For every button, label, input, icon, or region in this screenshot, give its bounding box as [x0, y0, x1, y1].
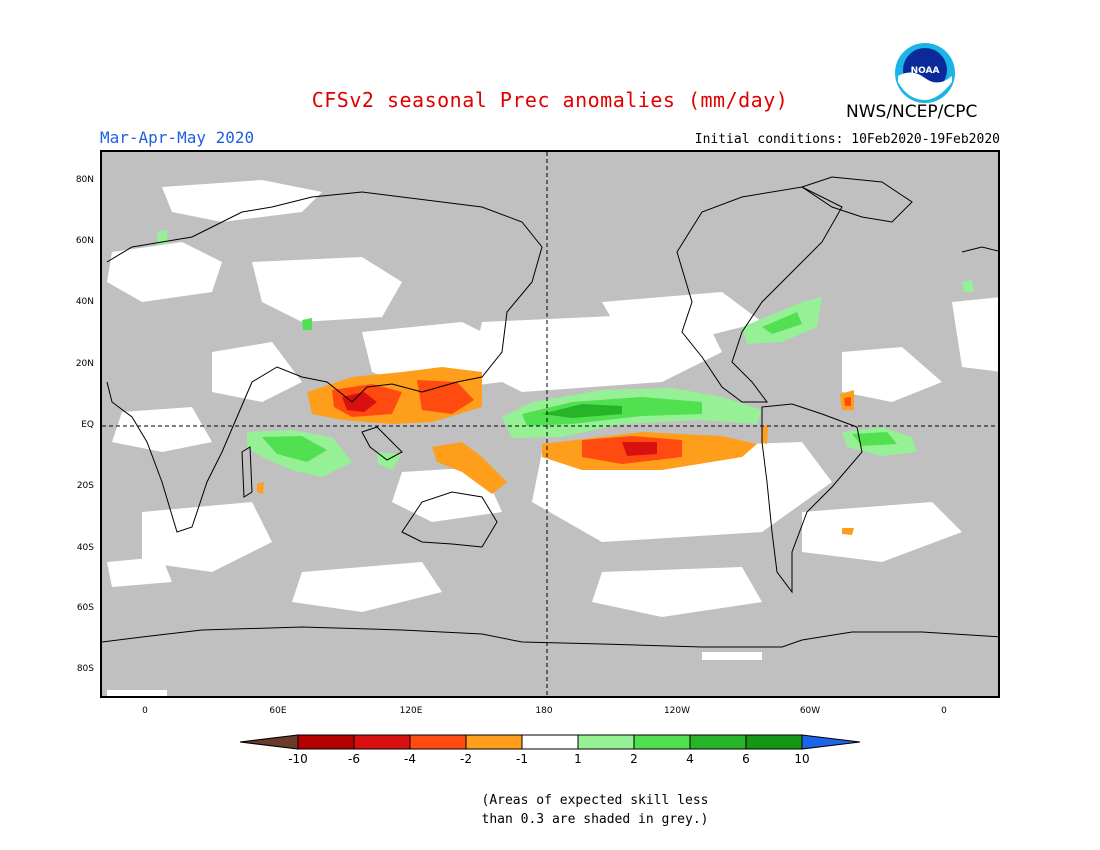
lat-tick: 80N: [75, 175, 94, 185]
lat-tick: 40N: [75, 297, 94, 307]
colorbar-label: -4: [404, 752, 416, 766]
colorbar-label: 1: [574, 752, 582, 766]
lon-tick: 0: [941, 706, 947, 716]
neutral-regions: [107, 180, 998, 696]
colorbar-label: 2: [630, 752, 638, 766]
lat-tick: 80S: [76, 664, 94, 674]
map-title: CFSv2 seasonal Prec anomalies (mm/day): [311, 88, 789, 112]
colorbar-swatch: [353, 734, 411, 750]
coastlines: [102, 176, 998, 648]
lat-tick: 20S: [76, 481, 94, 491]
colorbar-swatch: [577, 734, 635, 750]
colorbar-swatch: [240, 734, 299, 750]
lat-tick: 40S: [76, 543, 94, 553]
agency-label: NWS/NCEP/CPC: [846, 102, 978, 122]
initial-conditions-label: Initial conditions: 10Feb2020-19Feb2020: [694, 132, 1000, 147]
colorbar-swatch: [745, 734, 803, 750]
season-label: Mar-Apr-May 2020: [100, 128, 255, 147]
lon-tick: 120E: [399, 706, 423, 716]
colorbar-label: 6: [742, 752, 750, 766]
colorbar: [240, 734, 861, 750]
colorbar-swatch: [689, 734, 747, 750]
colorbar-label: -6: [348, 752, 360, 766]
lat-tick: EQ: [81, 420, 94, 430]
colorbar-label: -10: [288, 752, 308, 766]
lat-tick: 60N: [75, 236, 94, 246]
colorbar-swatch: [521, 734, 579, 750]
svg-text:NOAA: NOAA: [911, 66, 940, 76]
colorbar-swatch: [409, 734, 467, 750]
skill-note-line1: (Areas of expected skill less: [481, 793, 709, 808]
colorbar-label: -1: [516, 752, 528, 766]
lat-tick: 60S: [76, 603, 94, 613]
lat-tick: 20N: [75, 359, 94, 369]
precip-anomaly-map: [100, 150, 1000, 698]
lon-tick: 120W: [663, 706, 691, 716]
colorbar-swatch: [633, 734, 691, 750]
skill-note-line2: than 0.3 are shaded in grey.): [481, 812, 709, 827]
colorbar-label: 4: [686, 752, 694, 766]
noaa-logo-icon: NOAA: [895, 43, 955, 103]
lon-tick: 60E: [269, 706, 287, 716]
colorbar-swatch: [801, 734, 861, 750]
colorbar-label: -2: [460, 752, 472, 766]
dry-anomaly-regions: [257, 367, 854, 535]
colorbar-swatch: [465, 734, 523, 750]
colorbar-swatch: [297, 734, 355, 750]
lon-tick: 60W: [799, 706, 821, 716]
lon-tick: 0: [142, 706, 148, 716]
lon-tick: 180: [535, 706, 553, 716]
colorbar-label: 10: [794, 752, 810, 766]
